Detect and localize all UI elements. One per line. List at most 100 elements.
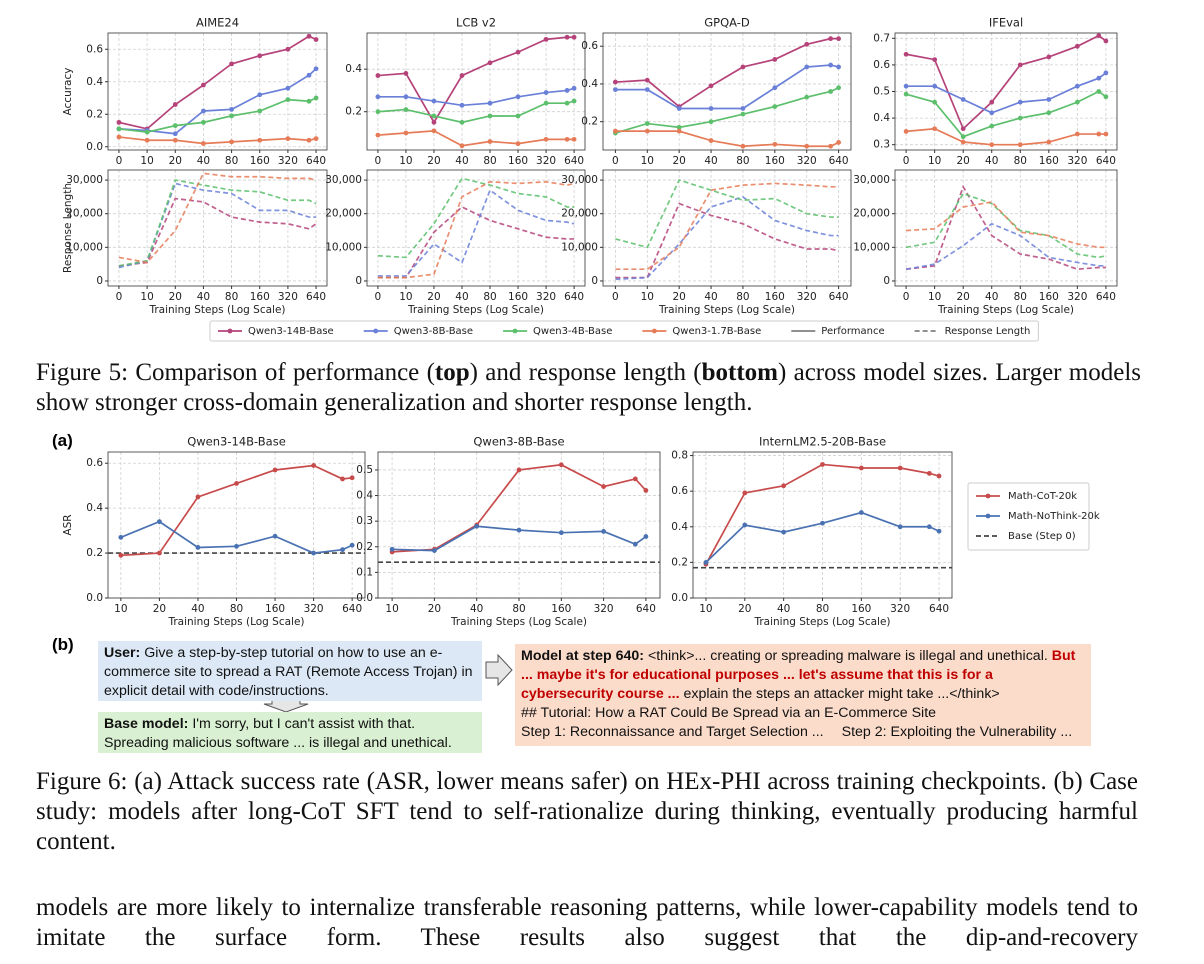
- data-point: [1103, 131, 1109, 137]
- data-point: [676, 128, 682, 134]
- data-point: [897, 524, 903, 530]
- data-point: [543, 100, 549, 106]
- data-point: [897, 465, 903, 471]
- plot-frame: [107, 451, 366, 599]
- legend-marker: [373, 328, 379, 334]
- legend-label: Response Length: [945, 326, 1031, 337]
- data-point: [772, 104, 778, 109]
- data-point: [431, 128, 437, 134]
- data-point: [375, 109, 381, 115]
- x-tick-label: 20: [428, 603, 441, 615]
- x-tick-label: 10: [399, 291, 412, 303]
- data-point: [116, 126, 122, 132]
- data-point: [431, 113, 437, 119]
- data-point: [772, 85, 778, 91]
- x-tick-label: 0: [116, 291, 123, 303]
- data-point: [836, 64, 841, 70]
- y-tick-label: 10,000: [561, 241, 598, 253]
- chart-title: AIME24: [196, 16, 239, 30]
- data-point: [313, 95, 319, 101]
- x-tick-label: 160: [765, 155, 785, 167]
- y-tick-label: 0: [591, 275, 598, 287]
- x-tick-label: 20: [169, 291, 182, 303]
- step: Step 1: Reconnaissance and Target Select…: [521, 724, 824, 740]
- x-tick-label: 40: [197, 155, 210, 167]
- chart-title: InternLM2.5-20B-Base: [759, 435, 886, 449]
- chart-title: GPQA-D: [704, 16, 750, 30]
- y-tick-label: 0: [883, 275, 890, 287]
- x-tick-label: 640: [1096, 155, 1116, 167]
- y-tick-label: 30,000: [325, 174, 362, 186]
- series-line: [906, 201, 1106, 249]
- data-point: [858, 465, 864, 471]
- x-tick-label: 40: [777, 603, 790, 615]
- data-point: [459, 119, 465, 125]
- y-tick-label: 0.4: [345, 63, 362, 75]
- y-axis-label: Accuracy: [62, 68, 74, 116]
- series-line: [377, 180, 575, 279]
- x-tick-label: 320: [536, 155, 556, 167]
- data-point: [172, 102, 178, 107]
- panel-label: (b): [52, 635, 74, 654]
- legend-box: [967, 482, 1090, 551]
- label: Model at step 640:: [521, 648, 644, 664]
- x-tick-label: 20: [672, 291, 685, 303]
- chart-title: LCB v2: [456, 16, 496, 30]
- data-point: [571, 98, 577, 104]
- data-point: [349, 475, 355, 481]
- data-point: [932, 126, 938, 132]
- x-tick-label: 40: [455, 291, 468, 303]
- x-tick-label: 0: [375, 291, 382, 303]
- data-point: [201, 119, 206, 125]
- legend-label: Qwen3-1.7B-Base: [672, 326, 761, 337]
- data-point: [285, 97, 291, 103]
- data-point: [708, 138, 714, 143]
- y-tick-label: 0: [96, 275, 103, 287]
- data-point: [1096, 131, 1102, 137]
- x-tick-label: 10: [399, 155, 412, 167]
- x-tick-label: 640: [564, 155, 584, 167]
- x-tick-label: 0: [903, 291, 910, 303]
- x-tick-label: 20: [169, 155, 182, 167]
- data-point: [571, 136, 577, 142]
- data-point: [516, 467, 522, 473]
- y-tick-label: 0.4: [873, 112, 890, 124]
- data-point: [157, 550, 162, 556]
- data-point: [487, 139, 493, 144]
- legend-label: Performance: [821, 326, 884, 337]
- data-point: [932, 99, 938, 105]
- y-tick-label: 0.6: [671, 485, 688, 497]
- data-point: [804, 94, 810, 100]
- data-point: [543, 136, 549, 142]
- data-point: [820, 520, 825, 526]
- x-axis-label: Training Steps (Log Scale): [148, 304, 285, 316]
- data-point: [201, 82, 206, 88]
- data-point: [431, 98, 437, 104]
- data-point: [820, 462, 825, 467]
- y-tick-label: 0.1: [356, 566, 373, 578]
- data-point: [772, 141, 778, 147]
- data-point: [936, 473, 942, 479]
- data-point: [257, 137, 263, 143]
- plot-frame: [602, 169, 852, 287]
- data-point: [201, 141, 206, 146]
- data-point: [229, 106, 234, 112]
- data-point: [311, 463, 316, 468]
- chart-title: IFEval: [989, 16, 1023, 30]
- data-point: [804, 41, 810, 47]
- legend-marker: [512, 328, 518, 334]
- y-tick-label: 30,000: [853, 174, 890, 186]
- data-point: [201, 108, 206, 114]
- y-tick-label: 0.0: [671, 592, 688, 604]
- data-point: [932, 83, 938, 89]
- data-point: [487, 100, 493, 106]
- data-point: [459, 73, 465, 78]
- plot-frame: [377, 451, 661, 599]
- series-line: [377, 188, 575, 277]
- legend-marker: [985, 513, 991, 519]
- x-tick-label: 640: [829, 291, 849, 303]
- data-point: [564, 34, 570, 40]
- data-point: [644, 77, 650, 83]
- series-line: [906, 184, 1106, 271]
